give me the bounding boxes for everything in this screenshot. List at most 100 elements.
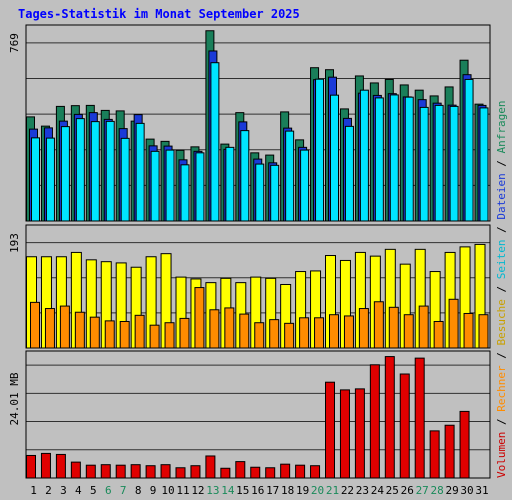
bar-rechner-7 [119, 320, 130, 349]
bar-rechner-30 [463, 312, 474, 349]
x-tick-label: 27 [416, 484, 429, 497]
legend-item: Seiten [495, 240, 508, 280]
legend-item: Volumen [495, 432, 508, 478]
bar-rechner-1 [30, 301, 40, 349]
bar-volumen-9 [145, 465, 156, 479]
x-tick-label: 11 [176, 484, 189, 497]
legend-item: Besuche [495, 299, 508, 345]
bar-volumen-24 [369, 364, 380, 479]
bar-rechner-5 [89, 316, 100, 349]
legend-item: Rechner [495, 365, 508, 412]
x-tick-label: 22 [341, 484, 354, 497]
chart-panels: 769 193 24.01 MB [8, 24, 491, 479]
bar-volumen-6 [100, 464, 111, 479]
x-tick-label: 16 [251, 484, 264, 497]
x-tick-label: 26 [401, 484, 414, 497]
bar-seiten-31 [479, 107, 489, 222]
x-tick-label: 25 [386, 484, 399, 497]
x-tick-label: 30 [460, 484, 473, 497]
bar-seiten-22 [344, 125, 354, 222]
bar-seiten-5 [90, 121, 100, 222]
bar-rechner-17 [269, 319, 280, 349]
bar-rechner-25 [388, 306, 399, 349]
bar-volumen-22 [339, 389, 350, 479]
bar-volumen-30 [459, 410, 470, 479]
bar-rechner-27 [418, 305, 429, 349]
y-max-label: 24.01 MB [8, 372, 21, 425]
panel-bottom: 24.01 MB [8, 350, 491, 479]
bar-volumen-21 [325, 381, 335, 479]
bar-rechner-23 [358, 308, 369, 349]
bar-seiten-14 [225, 146, 235, 222]
x-axis-labels: 1 2 3 4 5 6 7 8 9 10 11 12 13 14 15 16 17 18 19 20 21 22 23 24 2… [30, 484, 488, 497]
bar-seiten-20 [315, 78, 325, 222]
x-tick-label: 4 [75, 484, 82, 497]
series-seiten [31, 62, 489, 222]
bar-rechner-15 [239, 313, 250, 349]
bar-seiten-3 [60, 126, 70, 222]
x-tick-label: 18 [281, 484, 294, 497]
legend-item: / [495, 220, 508, 240]
x-tick-label: 5 [90, 484, 97, 497]
bar-volumen-16 [250, 466, 261, 479]
bar-seiten-29 [449, 105, 459, 222]
bar-seiten-28 [434, 104, 444, 222]
bar-rechner-19 [299, 317, 310, 349]
bar-rechner-11 [179, 317, 190, 349]
bar-volumen-19 [295, 464, 306, 479]
x-tick-label: 31 [475, 484, 488, 497]
y-max-label: 769 [8, 33, 21, 53]
bar-seiten-23 [359, 89, 369, 222]
bar-volumen-17 [265, 467, 276, 479]
bar-volumen-25 [384, 356, 395, 479]
bar-seiten-9 [150, 150, 160, 222]
bar-rechner-18 [284, 322, 295, 349]
bar-seiten-21 [330, 94, 339, 222]
x-tick-label: 29 [445, 484, 458, 497]
bar-seiten-7 [120, 137, 130, 222]
x-tick-label: 23 [356, 484, 369, 497]
x-tick-label: 21 [326, 484, 339, 497]
bar-seiten-16 [255, 163, 265, 222]
bar-rechner-6 [104, 320, 115, 349]
x-tick-label: 1 [30, 484, 37, 497]
bar-rechner-22 [343, 315, 354, 349]
bar-seiten-12 [195, 152, 205, 222]
bar-seiten-13 [210, 62, 220, 222]
bar-rechner-20 [314, 317, 325, 349]
legend-item: / [495, 412, 508, 432]
x-tick-label: 6 [105, 484, 112, 497]
bar-rechner-13 [209, 309, 220, 349]
bar-rechner-9 [149, 324, 160, 349]
bar-seiten-18 [285, 130, 295, 222]
x-tick-label: 7 [120, 484, 127, 497]
bar-rechner-16 [254, 322, 265, 349]
bar-volumen-18 [280, 463, 291, 479]
x-tick-label: 8 [135, 484, 142, 497]
bar-seiten-17 [270, 164, 280, 222]
bar-volumen-8 [130, 464, 141, 479]
bar-seiten-19 [300, 149, 310, 222]
bar-volumen-13 [205, 455, 216, 479]
bar-volumen-14 [220, 467, 231, 479]
x-tick-label: 9 [150, 484, 157, 497]
bar-seiten-1 [31, 137, 40, 222]
chart-title: Tages-Statistik im Monat September 2025 [18, 7, 300, 21]
bar-volumen-20 [310, 465, 321, 479]
bar-volumen-27 [414, 357, 425, 479]
bar-seiten-27 [419, 106, 429, 222]
bar-seiten-8 [135, 122, 145, 222]
bar-rechner-3 [59, 305, 70, 349]
bar-rechner-8 [134, 314, 145, 349]
bar-volumen-4 [70, 461, 81, 479]
legend-item: / [495, 346, 508, 366]
bar-volumen-7 [115, 464, 126, 479]
x-tick-label: 12 [191, 484, 204, 497]
bar-rechner-31 [478, 314, 489, 349]
x-tick-label: 17 [266, 484, 279, 497]
series-volumen [26, 356, 470, 479]
x-tick-label: 14 [221, 484, 235, 497]
bar-seiten-4 [75, 118, 85, 222]
bar-volumen-3 [55, 453, 66, 479]
